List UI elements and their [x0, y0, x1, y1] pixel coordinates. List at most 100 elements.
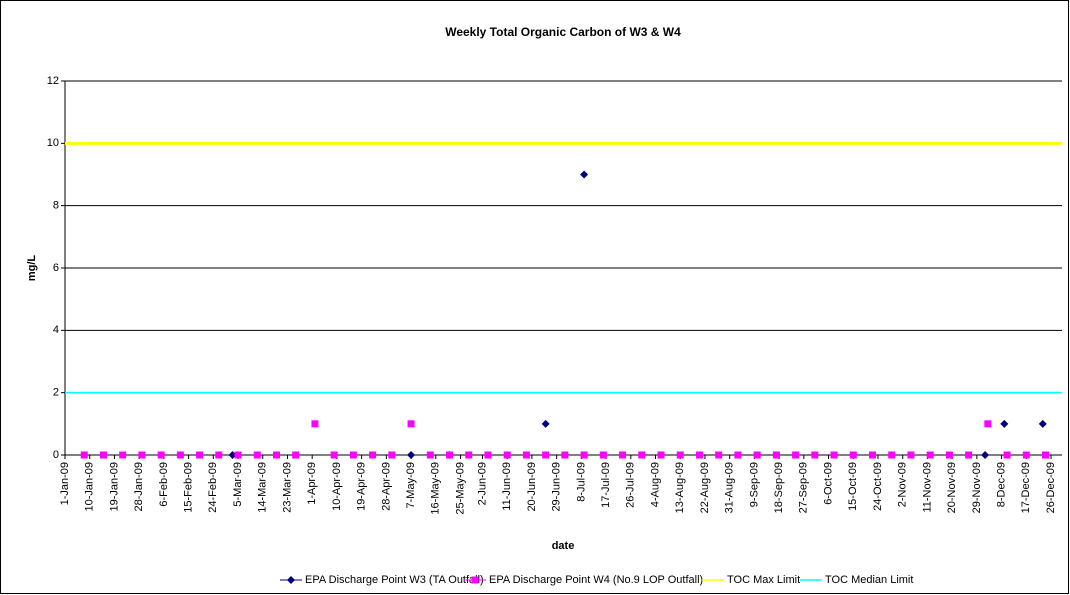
legend-label: EPA Discharge Point W4 (No.9 LOP Outfall…	[489, 574, 703, 586]
point	[1022, 451, 1030, 459]
point	[981, 451, 990, 459]
point	[176, 451, 184, 459]
point	[984, 420, 992, 428]
point	[196, 451, 204, 459]
point	[580, 451, 588, 459]
legend-label: TOC Median Limit	[825, 574, 913, 586]
x-tick-label: 29-Jun-09	[551, 462, 563, 512]
point	[599, 451, 607, 459]
point	[138, 451, 146, 459]
point	[522, 451, 530, 459]
point	[465, 451, 473, 459]
point	[1042, 451, 1050, 459]
point	[1038, 419, 1047, 428]
x-tick-label: 11-Jun-09	[501, 462, 513, 511]
point	[1003, 451, 1011, 459]
x-tick-label: 24-Feb-09	[207, 462, 219, 513]
point	[80, 451, 88, 459]
y-tick-label: 8	[53, 200, 59, 212]
point	[715, 451, 723, 459]
point	[1000, 419, 1009, 428]
x-tick-label: 28-Apr-09	[380, 462, 392, 511]
point	[638, 451, 646, 459]
x-tick-label: 17-Dec-09	[1020, 462, 1032, 513]
point	[792, 451, 800, 459]
point	[561, 451, 569, 459]
x-tick-label: 24-Oct-09	[872, 462, 884, 511]
point	[849, 451, 857, 459]
point	[830, 451, 838, 459]
point	[446, 451, 454, 459]
point	[292, 451, 300, 459]
x-tick-label: 14-Mar-09	[257, 462, 269, 513]
y-tick-label: 6	[53, 262, 59, 274]
x-tick-label: 23-Mar-09	[281, 462, 293, 513]
point	[234, 451, 242, 459]
x-tick-label: 1-Apr-09	[306, 462, 318, 505]
point	[868, 451, 876, 459]
x-tick-label: 9-Sep-09	[748, 462, 760, 507]
point	[272, 451, 280, 459]
x-tick-label: 4-Aug-09	[649, 462, 661, 507]
x-tick-label: 31-Aug-09	[724, 462, 736, 513]
legend-label: TOC Max Limit	[727, 574, 800, 586]
x-tick-label: 16-May-09	[430, 462, 442, 515]
legend-marker	[287, 576, 295, 584]
point	[503, 451, 511, 459]
x-tick-label: 2-Jun-09	[476, 462, 488, 505]
x-tick-label: 26-Jul-09	[625, 462, 637, 508]
point	[119, 451, 127, 459]
x-tick-label: 2-Nov-09	[897, 462, 909, 507]
x-axis-title: date	[552, 540, 575, 552]
point	[157, 451, 165, 459]
x-tick-label: 28-Jan-09	[133, 462, 145, 512]
x-tick-label: 13-Aug-09	[674, 462, 686, 513]
x-tick-label: 20-Nov-09	[946, 462, 958, 513]
point	[734, 451, 742, 459]
x-tick-label: 7-May-09	[405, 462, 417, 508]
x-tick-label: 11-Nov-09	[921, 462, 933, 513]
legend-marker	[471, 576, 479, 584]
point	[772, 451, 780, 459]
point	[311, 420, 319, 428]
point	[965, 451, 973, 459]
y-tick-label: 0	[53, 449, 59, 461]
point	[349, 451, 357, 459]
point	[945, 451, 953, 459]
x-tick-label: 15-Oct-09	[847, 462, 859, 511]
point	[484, 451, 492, 459]
x-tick-label: 6-Oct-09	[822, 462, 834, 505]
point	[619, 451, 627, 459]
point	[542, 451, 550, 459]
point	[811, 451, 819, 459]
x-tick-label: 8-Jul-09	[575, 462, 587, 502]
chart-title: Weekly Total Organic Carbon of W3 & W4	[445, 25, 681, 39]
x-tick-label: 19-Apr-09	[356, 462, 368, 511]
point	[695, 451, 703, 459]
legend-label: EPA Discharge Point W3 (TA Outfall)	[305, 574, 484, 586]
point	[888, 451, 896, 459]
x-tick-label: 20-Jun-09	[526, 462, 538, 512]
point	[580, 170, 589, 179]
x-tick-label: 18-Sep-09	[773, 462, 785, 513]
x-tick-label: 10-Apr-09	[331, 462, 343, 511]
point	[369, 451, 377, 459]
point	[99, 451, 107, 459]
x-tick-label: 17-Jul-09	[600, 462, 612, 508]
x-tick-label: 26-Dec-09	[1045, 462, 1057, 513]
x-tick-label: 10-Jan-09	[84, 462, 96, 512]
point	[407, 420, 415, 428]
point	[407, 451, 416, 459]
y-tick-label: 2	[53, 387, 59, 399]
y-tick-label: 4	[53, 324, 59, 336]
y-axis-title: mg/L	[26, 255, 38, 282]
point	[657, 451, 665, 459]
point	[330, 451, 338, 459]
x-tick-label: 25-May-09	[454, 462, 466, 515]
x-tick-label: 19-Jan-09	[108, 462, 120, 512]
x-tick-label: 22-Aug-09	[699, 462, 711, 513]
point	[676, 451, 684, 459]
x-tick-label: 27-Sep-09	[798, 462, 810, 513]
x-tick-label: 5-Mar-09	[232, 462, 244, 507]
